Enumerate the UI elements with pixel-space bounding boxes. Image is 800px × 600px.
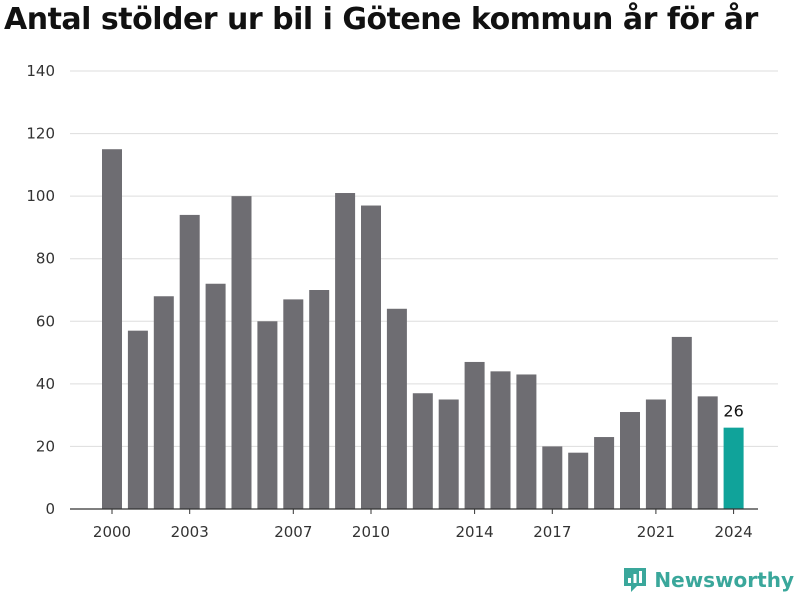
y-tick-label: 60 (36, 312, 55, 330)
y-tick-label: 40 (36, 375, 55, 393)
y-tick-label: 120 (26, 125, 55, 143)
brand-logo: Newsworthy (622, 566, 794, 594)
bar-2024 (723, 427, 744, 509)
bars (102, 149, 744, 509)
bar-2002 (153, 296, 174, 509)
data-label-2024: 26 (723, 402, 743, 421)
bar-2022 (671, 336, 692, 509)
x-tick-label: 2000 (93, 523, 131, 541)
bar-2019 (594, 437, 615, 509)
bar-2015 (490, 371, 511, 509)
x-axis-ticks: 2000 2003 2007 2010 2014 2017 2021 2024 (93, 509, 753, 541)
x-tick-label: 2021 (637, 523, 675, 541)
y-tick-label: 140 (26, 62, 55, 80)
bar-2014 (464, 361, 485, 509)
y-axis-ticks: 0 20 40 60 80 100 120 140 (26, 62, 55, 518)
x-tick-label: 2014 (456, 523, 494, 541)
x-tick-label: 2010 (352, 523, 390, 541)
bar-2001 (127, 330, 148, 509)
bar-2008 (309, 290, 330, 509)
x-tick-label: 2007 (274, 523, 312, 541)
brand-name: Newsworthy (654, 568, 794, 592)
y-tick-label: 20 (36, 437, 55, 455)
y-tick-label: 0 (45, 500, 55, 518)
y-tick-label: 100 (26, 187, 55, 205)
bar-2023 (697, 396, 718, 509)
bar-2018 (568, 452, 589, 509)
data-labels: 26 (723, 402, 743, 421)
bar-2017 (542, 446, 563, 509)
bar-2003 (179, 214, 200, 509)
x-tick-label: 2024 (715, 523, 753, 541)
bar-2012 (412, 393, 433, 509)
y-tick-label: 80 (36, 250, 55, 268)
bar-2010 (361, 205, 381, 509)
x-tick-label: 2003 (171, 523, 209, 541)
bar-2000 (102, 149, 122, 509)
x-tick-label: 2017 (533, 523, 571, 541)
bar-2011 (386, 308, 407, 509)
bar-2013 (438, 399, 459, 509)
bar-2007 (283, 299, 304, 509)
newsworthy-logo-icon (624, 568, 647, 592)
chart-title: Antal stölder ur bil i Götene kommun år … (4, 2, 758, 37)
bar-2006 (257, 321, 278, 509)
bar-2020 (620, 412, 640, 509)
bar-2004 (205, 283, 226, 509)
bar-2016 (516, 374, 537, 509)
bar-2021 (645, 399, 666, 509)
bar-2009 (335, 193, 356, 509)
bar-2005 (231, 196, 252, 509)
